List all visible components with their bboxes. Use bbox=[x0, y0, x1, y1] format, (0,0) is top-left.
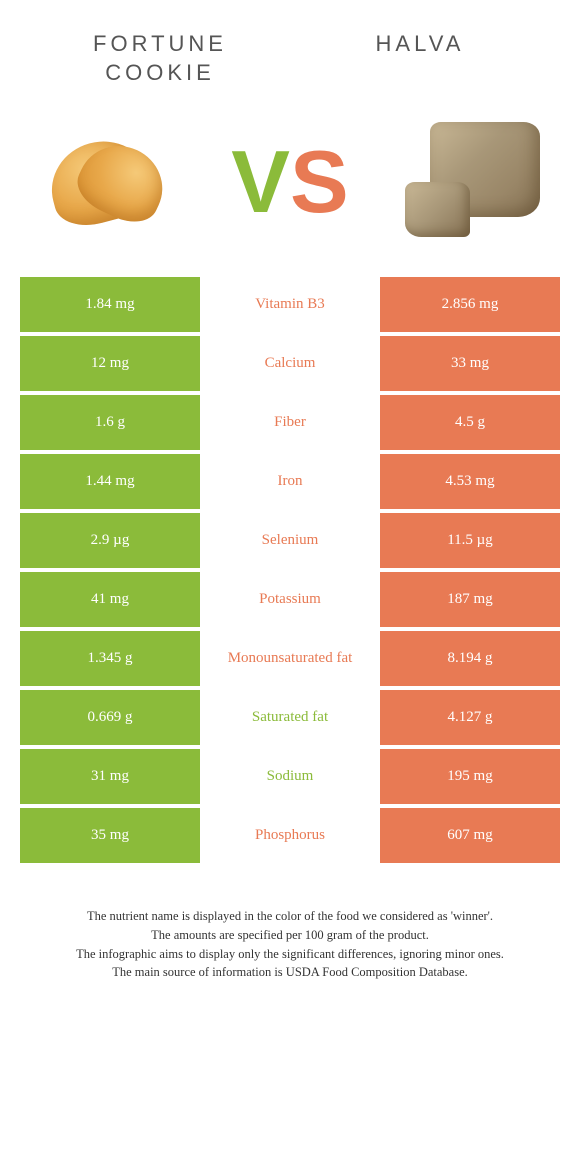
nutrient-label: Phosphorus bbox=[200, 808, 380, 863]
right-value: 8.194 g bbox=[380, 631, 560, 686]
left-value: 1.345 g bbox=[20, 631, 200, 686]
table-row: 1.345 gMonounsaturated fat8.194 g bbox=[20, 631, 560, 686]
vs-label: VS bbox=[231, 138, 348, 226]
hero-section: VS bbox=[0, 97, 580, 277]
nutrient-label: Vitamin B3 bbox=[200, 277, 380, 332]
right-value: 4.127 g bbox=[380, 690, 560, 745]
comparison-table: 1.84 mgVitamin B32.856 mg12 mgCalcium33 … bbox=[0, 277, 580, 863]
table-row: 1.44 mgIron4.53 mg bbox=[20, 454, 560, 509]
left-value: 1.44 mg bbox=[20, 454, 200, 509]
vs-v-letter: V bbox=[231, 138, 290, 226]
vs-s-letter: S bbox=[290, 138, 349, 226]
nutrient-label: Saturated fat bbox=[200, 690, 380, 745]
footer-line: The amounts are specified per 100 gram o… bbox=[30, 926, 550, 945]
header-right-title: Halva bbox=[320, 30, 520, 87]
halva-image bbox=[400, 117, 550, 247]
right-value: 11.5 µg bbox=[380, 513, 560, 568]
table-row: 41 mgPotassium187 mg bbox=[20, 572, 560, 627]
table-row: 2.9 µgSelenium11.5 µg bbox=[20, 513, 560, 568]
right-value: 4.5 g bbox=[380, 395, 560, 450]
table-row: 0.669 gSaturated fat4.127 g bbox=[20, 690, 560, 745]
left-value: 1.84 mg bbox=[20, 277, 200, 332]
left-value: 2.9 µg bbox=[20, 513, 200, 568]
table-row: 12 mgCalcium33 mg bbox=[20, 336, 560, 391]
nutrient-label: Fiber bbox=[200, 395, 380, 450]
left-value: 31 mg bbox=[20, 749, 200, 804]
right-value: 607 mg bbox=[380, 808, 560, 863]
footer-notes: The nutrient name is displayed in the co… bbox=[0, 867, 580, 1012]
fortune-cookie-image bbox=[30, 117, 180, 247]
left-value: 0.669 g bbox=[20, 690, 200, 745]
header-left-title: Fortune cookie bbox=[60, 30, 260, 87]
right-value: 187 mg bbox=[380, 572, 560, 627]
table-row: 1.84 mgVitamin B32.856 mg bbox=[20, 277, 560, 332]
right-value: 2.856 mg bbox=[380, 277, 560, 332]
footer-line: The infographic aims to display only the… bbox=[30, 945, 550, 964]
table-row: 35 mgPhosphorus607 mg bbox=[20, 808, 560, 863]
footer-line: The nutrient name is displayed in the co… bbox=[30, 907, 550, 926]
nutrient-label: Iron bbox=[200, 454, 380, 509]
left-value: 41 mg bbox=[20, 572, 200, 627]
footer-line: The main source of information is USDA F… bbox=[30, 963, 550, 982]
nutrient-label: Selenium bbox=[200, 513, 380, 568]
right-value: 4.53 mg bbox=[380, 454, 560, 509]
table-row: 31 mgSodium195 mg bbox=[20, 749, 560, 804]
right-value: 33 mg bbox=[380, 336, 560, 391]
left-value: 12 mg bbox=[20, 336, 200, 391]
nutrient-label: Potassium bbox=[200, 572, 380, 627]
left-value: 1.6 g bbox=[20, 395, 200, 450]
table-row: 1.6 gFiber4.5 g bbox=[20, 395, 560, 450]
left-value: 35 mg bbox=[20, 808, 200, 863]
nutrient-label: Sodium bbox=[200, 749, 380, 804]
header: Fortune cookie Halva bbox=[0, 0, 580, 97]
right-value: 195 mg bbox=[380, 749, 560, 804]
nutrient-label: Calcium bbox=[200, 336, 380, 391]
nutrient-label: Monounsaturated fat bbox=[200, 631, 380, 686]
